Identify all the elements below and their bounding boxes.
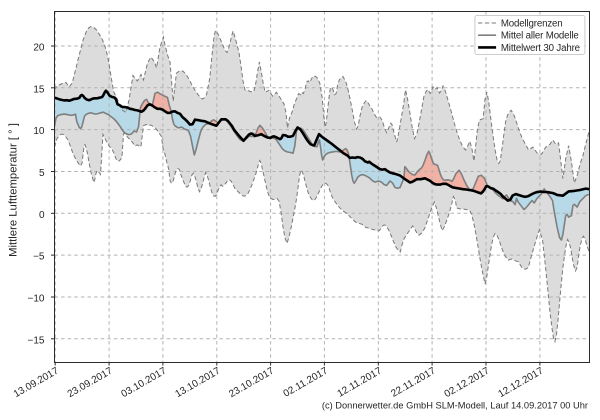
svg-text:Mittelwert 30 Jahre: Mittelwert 30 Jahre: [501, 43, 580, 54]
svg-text:15: 15: [33, 84, 45, 95]
svg-text:−10: −10: [28, 294, 45, 305]
svg-text:Mittlere Lufttemperatur [ ° ]: Mittlere Lufttemperatur [ ° ]: [7, 123, 19, 257]
svg-text:Mittel aller Modelle: Mittel aller Modelle: [501, 31, 579, 42]
svg-text:Modellgrenzen: Modellgrenzen: [501, 19, 563, 30]
svg-text:0: 0: [39, 210, 45, 221]
svg-text:−15: −15: [28, 335, 45, 346]
svg-text:−5: −5: [33, 252, 45, 263]
svg-text:10: 10: [33, 126, 45, 137]
svg-text:5: 5: [39, 168, 45, 179]
svg-text:(c) Donnerwetter.de GmbH SLM-M: (c) Donnerwetter.de GmbH SLM-Modell, Lau…: [322, 401, 588, 411]
svg-text:20: 20: [33, 43, 45, 54]
